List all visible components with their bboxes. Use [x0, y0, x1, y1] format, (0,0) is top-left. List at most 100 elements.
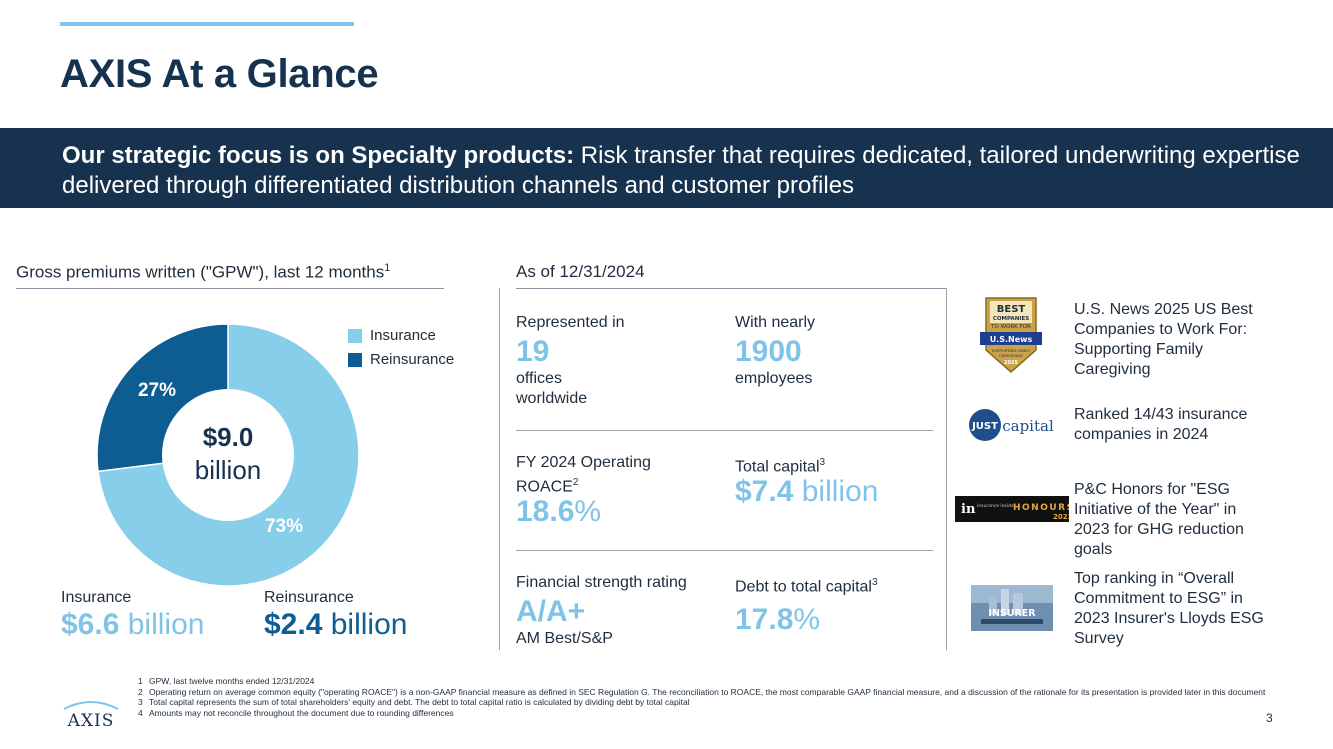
- footnote-text: GPW, last twelve months ended 12/31/2024: [149, 676, 315, 686]
- axis-logo: AXIS: [63, 701, 119, 731]
- badge-year-text: 2025: [1004, 360, 1018, 366]
- stats-row-divider-2: [516, 550, 933, 551]
- insurer-logo-text: INSURER: [988, 608, 1036, 619]
- insurance-amount-unit: billion: [127, 608, 205, 641]
- roace-value-number: 18.6: [516, 495, 575, 528]
- badge-supporting-text: SUPPORTING FAMILY: [992, 348, 1031, 353]
- badge-best-text: BEST: [997, 304, 1026, 315]
- insurance-caption: Insurance: [61, 589, 132, 606]
- just-capital-capital-text: capital: [1002, 417, 1054, 435]
- rating-value: A/A+: [516, 595, 586, 628]
- footnote-text: Amounts may not reconcile throughout the…: [149, 707, 454, 718]
- reinsurance-amount-value: $2.4: [264, 608, 323, 641]
- gpw-heading: Gross premiums written ("GPW"), last 12 …: [16, 262, 390, 283]
- stats-left-divider: [499, 288, 500, 650]
- donut-center-unit: billion: [195, 455, 262, 485]
- insurance-amount: $6.6 billion: [61, 608, 204, 642]
- footnote-item: 2 Operating return on average common equi…: [138, 687, 1268, 698]
- award-text-us-news: U.S. News 2025 US Best Companies to Work…: [1074, 301, 1253, 378]
- stats-heading-rule: [516, 288, 946, 289]
- honours-word-text: HONOURS: [1013, 503, 1069, 513]
- roace-label-2-text: ROACE: [516, 478, 573, 496]
- stats-right-divider: [946, 288, 947, 650]
- debt-value-number: 17.8: [735, 603, 794, 636]
- capital-value-number: $7.4: [735, 475, 794, 508]
- reinsurance-amount: $2.4 billion: [264, 608, 407, 642]
- slice-label-insurance: 73%: [265, 516, 303, 537]
- honours-year-text: 2023: [1053, 513, 1069, 521]
- debt-value: 17.8%: [735, 603, 820, 637]
- reinsurance-caption: Reinsurance: [264, 589, 354, 606]
- gpw-heading-rule: [16, 288, 444, 289]
- offices-sub-1: offices: [516, 370, 562, 387]
- badge-work-text: TO WORK FOR: [990, 324, 1031, 330]
- employees-label: With nearly: [735, 314, 816, 331]
- footnotes: 1 GPW, last twelve months ended 12/31/202…: [138, 676, 1268, 718]
- strategy-banner: [0, 128, 1333, 208]
- page-number: 3: [1266, 711, 1273, 725]
- roace-value-percent: %: [574, 495, 602, 528]
- title-accent-line: [60, 22, 354, 26]
- offices-sub-2: worldwide: [516, 390, 588, 407]
- badge-usnews-text: U.S.News: [990, 335, 1033, 344]
- insurance-insider-honours-logo: in insurance insider HONOURS 2023: [955, 496, 1069, 522]
- just-capital-logo: JUST capital: [969, 409, 1054, 441]
- legend-item-insurance: Insurance: [348, 327, 454, 344]
- offices-value: 19: [516, 335, 550, 368]
- offices-label: Represented in: [516, 314, 625, 331]
- gpw-heading-footnote: 1: [384, 262, 391, 274]
- footnote-item: 4 Amounts may not reconcile throughout th…: [138, 708, 1268, 719]
- page-title: AXIS At a Glance: [60, 52, 379, 96]
- gpw-heading-text: Gross premiums written ("GPW"), last 12 …: [16, 262, 385, 282]
- footnote-text: Total capital represents the sum of tota…: [149, 697, 690, 707]
- legend-label-insurance: Insurance: [370, 327, 436, 344]
- award-text-just-capital: Ranked 14/43 insurance companies in 2024: [1074, 406, 1248, 443]
- footnote-item: 1 GPW, last twelve months ended 12/31/202…: [138, 676, 1268, 687]
- honours-in-text: in: [961, 502, 976, 517]
- footnote-number: 4: [138, 707, 143, 718]
- banner-body-text: Risk transfer that requires dedicated, t…: [62, 142, 1300, 199]
- footnote-number: 3: [138, 697, 143, 707]
- honours-insider-text: insurance insider: [977, 503, 1016, 509]
- debt-label-text: Debt to total capital: [735, 578, 872, 596]
- us-news-best-companies-badge: BEST COMPANIES TO WORK FOR U.S.News SUPP…: [980, 297, 1042, 373]
- capital-footnote: 3: [819, 457, 826, 468]
- legend-item-reinsurance: Reinsurance: [348, 351, 454, 368]
- footnote-item: 3 Total capital represents the sum of tot…: [138, 697, 1268, 708]
- legend-swatch-insurance: [348, 328, 362, 343]
- donut-center-value: $9.0: [203, 422, 254, 452]
- roace-label-2: ROACE2: [516, 473, 578, 497]
- reinsurance-amount-unit: billion: [330, 608, 408, 641]
- award-text-honours: P&C Honors for "ESG Initiative of the Ye…: [1074, 481, 1244, 558]
- roace-label-1: FY 2024 Operating: [516, 454, 651, 471]
- debt-label: Debt to total capital3: [735, 573, 878, 597]
- capital-label-text: Total capital: [735, 458, 820, 476]
- slice-label-reinsurance: 27%: [138, 380, 176, 401]
- just-capital-just-text: JUST: [971, 421, 998, 432]
- rating-sub: AM Best/S&P: [516, 630, 613, 647]
- badge-companies-text: COMPANIES: [993, 316, 1029, 322]
- legend-swatch-reinsurance: [348, 352, 362, 367]
- debt-value-percent: %: [793, 603, 821, 636]
- footnote-number: 2: [138, 686, 143, 697]
- strategy-banner-text: Our strategic focus is on Specialty prod…: [62, 141, 1302, 201]
- debt-footnote: 3: [871, 577, 878, 588]
- badge-caregiving-text: CAREGIVING: [999, 353, 1023, 358]
- rating-label: Financial strength rating: [516, 574, 687, 591]
- insurer-survey-logo: INSURER: [971, 585, 1053, 631]
- award-text-insurer: Top ranking in “Overall Commitment to ES…: [1074, 570, 1264, 647]
- legend-label-reinsurance: Reinsurance: [370, 351, 455, 368]
- stats-row-divider-1: [516, 430, 933, 431]
- gpw-legend: Insurance Reinsurance: [348, 327, 454, 368]
- roace-footnote: 2: [572, 477, 579, 488]
- capital-value-unit: billion: [801, 475, 879, 508]
- capital-label: Total capital3: [735, 453, 825, 477]
- footnote-text: Operating return on average common equit…: [149, 686, 1266, 697]
- capital-value: $7.4 billion: [735, 475, 878, 509]
- stats-heading: As of 12/31/2024: [516, 262, 645, 281]
- employees-value: 1900: [735, 335, 802, 368]
- employees-sub: employees: [735, 370, 813, 387]
- insurance-amount-value: $6.6: [61, 608, 120, 641]
- roace-value: 18.6%: [516, 495, 601, 529]
- axis-logo-text: AXIS: [67, 711, 115, 731]
